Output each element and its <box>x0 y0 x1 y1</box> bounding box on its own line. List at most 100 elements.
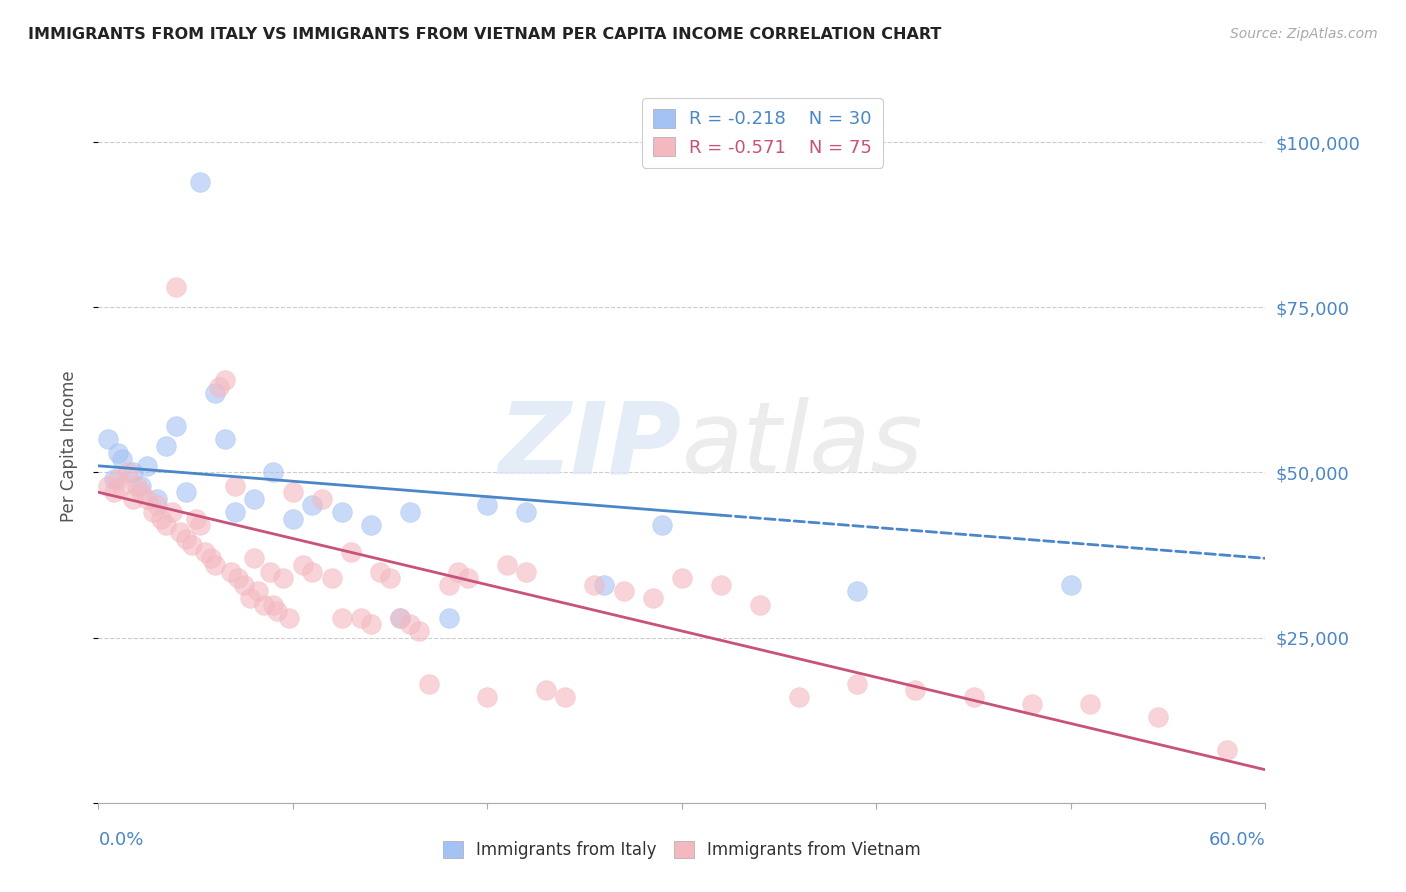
Point <box>107 445 129 459</box>
Point <box>515 565 537 579</box>
Point <box>224 505 246 519</box>
Point <box>321 571 343 585</box>
Point <box>266 604 288 618</box>
Point <box>418 677 440 691</box>
Y-axis label: Per Capita Income: Per Capita Income <box>59 370 77 522</box>
Point <box>233 578 256 592</box>
Point <box>271 571 294 585</box>
Point <box>360 518 382 533</box>
Point <box>671 571 693 585</box>
Point <box>583 578 606 592</box>
Point <box>311 491 333 506</box>
Point <box>846 584 869 599</box>
Point <box>457 571 479 585</box>
Point <box>641 591 664 605</box>
Point <box>243 551 266 566</box>
Point <box>136 491 159 506</box>
Point <box>330 505 353 519</box>
Text: 0.0%: 0.0% <box>98 831 143 849</box>
Point <box>204 386 226 401</box>
Point <box>593 578 616 592</box>
Point <box>129 485 152 500</box>
Point <box>204 558 226 572</box>
Point <box>165 280 187 294</box>
Point <box>174 532 197 546</box>
Point <box>155 518 177 533</box>
Point <box>495 558 517 572</box>
Point <box>111 478 134 492</box>
Point <box>259 565 281 579</box>
Point <box>165 419 187 434</box>
Point <box>129 478 152 492</box>
Point <box>208 379 231 393</box>
Point <box>146 491 169 506</box>
Point <box>122 491 145 506</box>
Point <box>111 452 134 467</box>
Point <box>651 518 673 533</box>
Text: 60.0%: 60.0% <box>1209 831 1265 849</box>
Point <box>408 624 430 638</box>
Point <box>117 466 139 480</box>
Point <box>388 611 411 625</box>
Point <box>388 611 411 625</box>
Point <box>278 611 301 625</box>
Point <box>904 683 927 698</box>
Point <box>554 690 576 704</box>
Point <box>253 598 276 612</box>
Point <box>447 565 470 579</box>
Point <box>180 538 202 552</box>
Point <box>360 617 382 632</box>
Point <box>194 545 217 559</box>
Point <box>613 584 636 599</box>
Point <box>1215 743 1237 757</box>
Point <box>846 677 869 691</box>
Point <box>262 466 284 480</box>
Point <box>748 598 770 612</box>
Point <box>437 611 460 625</box>
Point <box>710 578 733 592</box>
Point <box>103 472 125 486</box>
Point <box>281 485 304 500</box>
Point <box>378 571 402 585</box>
Point <box>246 584 269 599</box>
Point <box>97 478 120 492</box>
Point <box>787 690 810 704</box>
Point <box>243 491 266 506</box>
Point <box>340 545 363 559</box>
Point <box>1147 710 1170 724</box>
Point <box>281 511 304 525</box>
Point <box>122 466 145 480</box>
Point <box>370 565 392 579</box>
Point <box>142 505 165 519</box>
Point <box>136 458 159 473</box>
Point <box>301 499 323 513</box>
Point <box>1080 697 1102 711</box>
Point <box>97 433 120 447</box>
Point <box>174 485 197 500</box>
Point <box>162 505 184 519</box>
Point <box>350 611 373 625</box>
Point <box>188 518 211 533</box>
Point <box>437 578 460 592</box>
Point <box>534 683 557 698</box>
Point <box>228 571 250 585</box>
Point <box>103 485 125 500</box>
Point <box>239 591 262 605</box>
Point <box>477 690 499 704</box>
Point <box>146 499 169 513</box>
Text: Source: ZipAtlas.com: Source: ZipAtlas.com <box>1230 27 1378 41</box>
Point <box>149 511 172 525</box>
Point <box>219 565 242 579</box>
Point <box>214 433 236 447</box>
Point <box>301 565 323 579</box>
Point <box>262 598 284 612</box>
Text: atlas: atlas <box>682 398 924 494</box>
Point <box>330 611 353 625</box>
Point <box>200 551 222 566</box>
Point <box>188 175 211 189</box>
Point <box>107 472 129 486</box>
Point <box>398 505 420 519</box>
Point <box>962 690 984 704</box>
Point <box>1060 578 1083 592</box>
Point <box>398 617 420 632</box>
